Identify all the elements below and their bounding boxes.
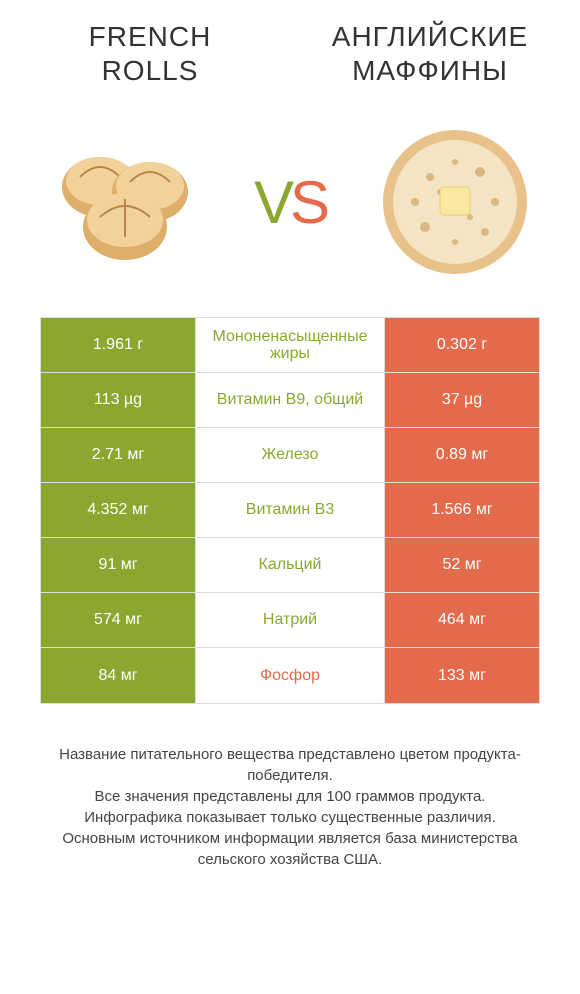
value-left: 1.961 г xyxy=(41,318,196,372)
table-row: 91 мгКальций52 мг xyxy=(41,538,539,593)
vs-v: V xyxy=(254,169,290,236)
footer-notes: Название питательного вещества представл… xyxy=(30,744,550,870)
value-left: 113 µg xyxy=(41,373,196,427)
nutrient-label: Мононенасыщенные жиры xyxy=(196,318,384,372)
nutrient-label: Фосфор xyxy=(196,648,384,703)
value-left: 84 мг xyxy=(41,648,196,703)
value-left: 2.71 мг xyxy=(41,428,196,482)
title-right-line2: МАФФИНЫ xyxy=(352,55,508,86)
footer-line2: Все значения представлены для 100 граммо… xyxy=(30,786,550,807)
value-left: 574 мг xyxy=(41,593,196,647)
muffin-icon xyxy=(370,117,540,287)
value-right: 1.566 мг xyxy=(384,483,539,537)
nutrient-label: Железо xyxy=(196,428,384,482)
value-left: 91 мг xyxy=(41,538,196,592)
rolls-icon xyxy=(40,117,210,287)
footer-line3: Инфографика показывает только существенн… xyxy=(30,807,550,828)
food-image-right xyxy=(370,117,540,287)
table-row: 84 мгФосфор133 мг xyxy=(41,648,539,703)
value-left: 4.352 мг xyxy=(41,483,196,537)
nutrient-label: Кальций xyxy=(196,538,384,592)
value-right: 133 мг xyxy=(384,648,539,703)
hero-row: VS xyxy=(0,97,580,317)
value-right: 0.89 мг xyxy=(384,428,539,482)
nutrient-label: Витамин B9, общий xyxy=(196,373,384,427)
comparison-table: 1.961 гМононенасыщенные жиры0.302 г113 µ… xyxy=(40,317,540,704)
header: FRENCH ROLLS АНГЛИЙСКИЕ МАФФИНЫ xyxy=(0,0,580,97)
title-left-line2: ROLLS xyxy=(102,55,199,86)
nutrient-label: Витамин B3 xyxy=(196,483,384,537)
value-right: 464 мг xyxy=(384,593,539,647)
vs-label: VS xyxy=(254,168,326,237)
vs-s: S xyxy=(290,169,326,236)
title-right: АНГЛИЙСКИЕ МАФФИНЫ xyxy=(320,20,540,87)
value-right: 0.302 г xyxy=(384,318,539,372)
footer-line4: Основным источником информации является … xyxy=(30,828,550,870)
value-right: 37 µg xyxy=(384,373,539,427)
title-right-line1: АНГЛИЙСКИЕ xyxy=(332,21,528,52)
table-row: 574 мгНатрий464 мг xyxy=(41,593,539,648)
title-left: FRENCH ROLLS xyxy=(40,20,260,87)
table-row: 1.961 гМононенасыщенные жиры0.302 г xyxy=(41,318,539,373)
footer-line1: Название питательного вещества представл… xyxy=(30,744,550,786)
table-row: 113 µgВитамин B9, общий37 µg xyxy=(41,373,539,428)
nutrient-label: Натрий xyxy=(196,593,384,647)
value-right: 52 мг xyxy=(384,538,539,592)
table-row: 2.71 мгЖелезо0.89 мг xyxy=(41,428,539,483)
food-image-left xyxy=(40,117,210,287)
title-left-line1: FRENCH xyxy=(89,21,212,52)
table-row: 4.352 мгВитамин B31.566 мг xyxy=(41,483,539,538)
